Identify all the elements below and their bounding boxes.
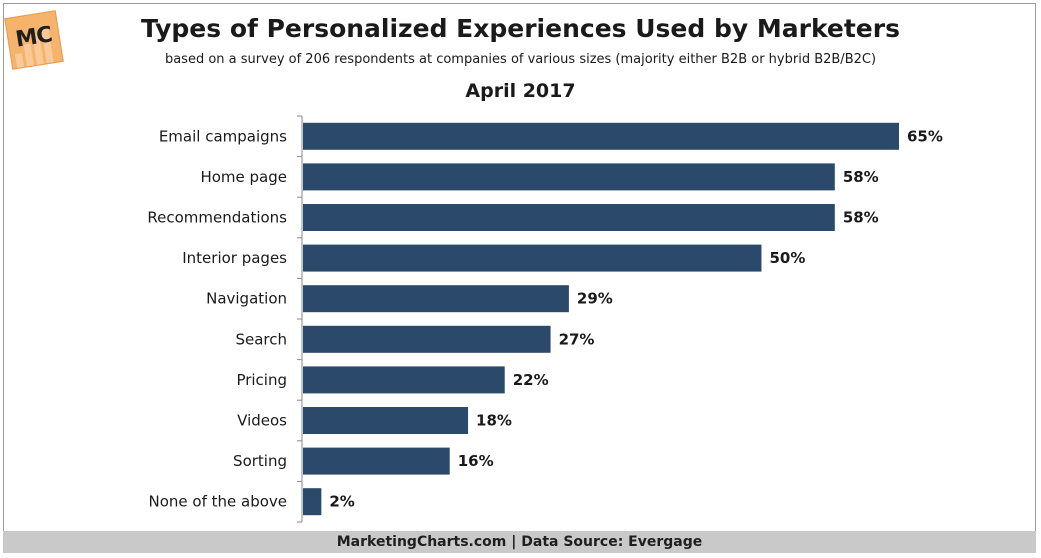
data-label: 50% — [769, 249, 805, 267]
data-label: 2% — [329, 493, 354, 511]
category-label: None of the above — [148, 493, 287, 511]
data-label: 29% — [577, 290, 613, 308]
category-label: Recommendations — [147, 209, 287, 227]
data-label: 18% — [476, 412, 512, 430]
data-label: 65% — [907, 127, 943, 145]
category-label: Videos — [237, 412, 287, 430]
chart-frame — [3, 3, 1036, 553]
category-label: Navigation — [206, 290, 287, 308]
data-label: 16% — [458, 452, 494, 470]
bar — [303, 204, 835, 231]
chart-title: Types of Personalized Experiences Used b… — [141, 14, 900, 43]
bar — [303, 447, 450, 475]
bar — [303, 122, 899, 150]
category-label: Email campaigns — [159, 127, 287, 145]
category-label: Sorting — [233, 452, 287, 470]
source-footer: MarketingCharts.com | Data Source: Everg… — [3, 531, 1036, 553]
bar — [303, 325, 551, 353]
category-label: Home page — [200, 168, 287, 186]
bar — [303, 163, 835, 191]
data-label: 22% — [513, 371, 549, 389]
chart-subtitle: based on a survey of 206 respondents at … — [164, 52, 877, 67]
data-label: 27% — [559, 330, 595, 348]
data-label: 58% — [843, 168, 879, 186]
bar — [303, 488, 322, 516]
bar — [303, 366, 505, 394]
bar — [303, 407, 469, 434]
category-label: Interior pages — [182, 249, 287, 267]
category-label: Search — [235, 330, 287, 348]
bar — [303, 244, 762, 272]
bar — [303, 285, 569, 313]
chart-period: April 2017 — [465, 80, 576, 102]
data-label: 58% — [843, 209, 879, 227]
category-label: Pricing — [236, 371, 287, 389]
